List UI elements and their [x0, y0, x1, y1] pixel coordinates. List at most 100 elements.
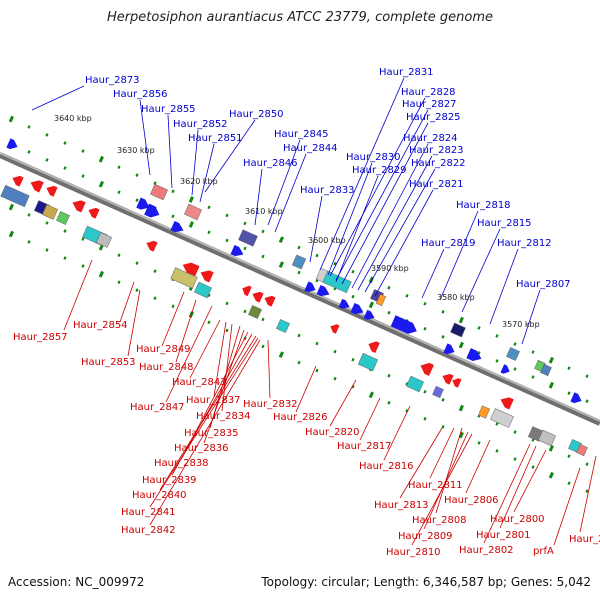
gene-block [432, 385, 444, 399]
gene-label: Haur_2808 [412, 515, 467, 526]
gene-label: Haur_2853 [81, 357, 136, 368]
gene-label: Haur_2851 [188, 133, 243, 144]
leader-line [359, 397, 381, 441]
reverse-gene-arrow [368, 341, 380, 354]
gene-block [248, 305, 262, 319]
tick-mark [63, 256, 67, 260]
tick-mark [98, 270, 104, 278]
tick-mark [458, 341, 464, 349]
tick-mark [585, 462, 589, 467]
gene-block [576, 443, 588, 457]
leader-line [119, 281, 135, 323]
tick-mark [8, 230, 14, 238]
reverse-gene-arrow [12, 175, 24, 187]
tick-mark [8, 203, 14, 211]
tick-mark [98, 155, 104, 163]
tick-mark [368, 301, 374, 309]
gene-block [150, 183, 168, 201]
tick-mark [297, 333, 301, 338]
tick-mark [548, 356, 554, 364]
tick-mark [513, 457, 517, 461]
gene-block [41, 204, 59, 220]
tick-mark [297, 245, 301, 250]
gene-block [194, 281, 212, 299]
tick-mark [45, 248, 49, 252]
tick-mark [278, 261, 284, 269]
tick-mark [531, 465, 535, 469]
leader-line [267, 339, 271, 399]
gene-label: Haur_2820 [305, 427, 360, 438]
gene-block [276, 319, 290, 333]
gene-block [406, 375, 424, 393]
tick-mark [153, 296, 157, 301]
tick-mark [135, 173, 139, 178]
tick-mark [567, 454, 571, 458]
gene-label: Haur_2794 [569, 534, 600, 545]
gene-label: Haur_2828 [401, 87, 456, 98]
leader-line [329, 379, 357, 427]
tick-mark [567, 391, 571, 395]
tick-mark [351, 384, 355, 389]
gene-label: Haur_2840 [132, 490, 187, 501]
kbp-label: 3600 kbp [308, 236, 346, 245]
gene-label: Haur_2844 [283, 143, 338, 154]
gene-label: Haur_2839 [142, 475, 197, 486]
tick-mark [297, 270, 301, 275]
tick-mark [585, 374, 589, 379]
gene-label: Haur_2836 [174, 443, 229, 454]
tick-mark [441, 425, 445, 429]
forward-gene-arrow [136, 197, 150, 210]
kbp-label: 3610 kbp [245, 207, 283, 216]
leader-line [203, 329, 245, 444]
reverse-gene-arrow [46, 185, 58, 197]
tick-mark [333, 261, 337, 266]
tick-mark [243, 246, 247, 251]
tick-mark [153, 269, 157, 274]
leader-line [465, 439, 491, 494]
gene-features [0, 138, 588, 457]
gene-label: Haur_2845 [274, 129, 329, 140]
leader-line [199, 143, 215, 203]
reverse-gene-arrow [420, 362, 434, 376]
gene-label: Haur_2837 [186, 395, 241, 406]
gene-label: Haur_2825 [406, 112, 461, 123]
gene-label: Haur_2811 [408, 480, 463, 491]
tick-mark [27, 240, 31, 244]
tick-mark [387, 285, 391, 290]
gene-label: Haur_2802 [459, 545, 514, 556]
reverse-gene-arrow [88, 207, 100, 219]
tick-mark [278, 351, 284, 359]
leader-line [357, 155, 433, 291]
leader-line [499, 445, 537, 529]
tick-mark [351, 269, 355, 274]
forward-gene-arrow [144, 203, 160, 218]
leader-line [435, 427, 463, 514]
forward-gene-arrow [500, 364, 510, 374]
tick-mark [333, 376, 337, 381]
tick-mark [531, 350, 535, 354]
leader-line [421, 248, 445, 299]
gene-label: Haur_2806 [444, 495, 499, 506]
reverse-gene-arrow [30, 180, 44, 193]
tick-mark [477, 326, 481, 330]
reverse-gene-arrow [72, 200, 86, 213]
leader-line [383, 405, 411, 461]
tick-mark [387, 400, 391, 405]
kbp-label: 3630 kbp [117, 146, 155, 155]
tick-mark [548, 444, 554, 452]
tick-mark [207, 293, 211, 298]
tick-mark [225, 238, 229, 243]
gene-label: Haur_2826 [273, 412, 328, 423]
tick-mark [63, 141, 67, 145]
gene-label: Haur_2800 [490, 514, 545, 525]
tick-mark [188, 221, 194, 228]
forward-gene-arrow [170, 220, 184, 233]
accession-text: Accession: NC_009972 [8, 575, 145, 589]
forward-gene-arrow [6, 138, 18, 150]
gene-label: Haur_2833 [300, 185, 355, 196]
gene-block [56, 211, 70, 225]
gene-label: Haur_2843 [172, 377, 227, 388]
gene-block [477, 405, 491, 419]
gene-label: Haur_2847 [130, 402, 185, 413]
